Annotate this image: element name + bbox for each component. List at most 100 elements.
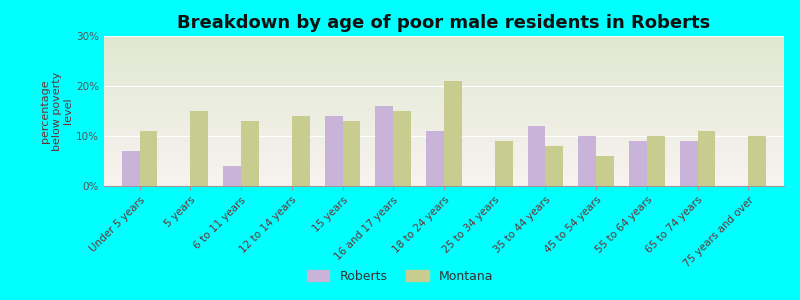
Bar: [104, 162, 784, 164]
Bar: [104, 120, 784, 122]
Bar: [104, 136, 784, 138]
Bar: [104, 40, 784, 42]
Bar: [104, 111, 784, 112]
Bar: [104, 110, 784, 111]
Bar: [528, 126, 546, 186]
Bar: [104, 135, 784, 136]
Bar: [104, 56, 784, 57]
Bar: [104, 134, 784, 135]
Bar: [104, 70, 784, 72]
Bar: [104, 148, 784, 150]
Bar: [104, 128, 784, 129]
Bar: [104, 72, 784, 74]
Bar: [104, 108, 784, 110]
Bar: [104, 160, 784, 162]
Bar: [104, 105, 784, 106]
Bar: [546, 146, 563, 186]
Bar: [104, 169, 784, 171]
Bar: [104, 74, 784, 75]
Bar: [104, 167, 784, 168]
Bar: [104, 144, 784, 146]
Bar: [426, 131, 444, 186]
Bar: [104, 114, 784, 116]
Bar: [104, 138, 784, 140]
Bar: [104, 130, 784, 132]
Bar: [104, 50, 784, 51]
Bar: [104, 140, 784, 141]
Bar: [104, 118, 784, 120]
Bar: [104, 123, 784, 124]
Bar: [122, 151, 139, 186]
Bar: [104, 85, 784, 87]
Bar: [104, 117, 784, 118]
Bar: [104, 116, 784, 117]
Bar: [104, 178, 784, 180]
Bar: [104, 171, 784, 172]
Bar: [104, 129, 784, 130]
Bar: [190, 111, 208, 186]
Bar: [104, 176, 784, 177]
Bar: [104, 165, 784, 166]
Bar: [104, 48, 784, 50]
Bar: [104, 54, 784, 56]
Bar: [104, 64, 784, 66]
Bar: [104, 147, 784, 148]
Bar: [104, 183, 784, 184]
Y-axis label: percentage
below poverty
level: percentage below poverty level: [40, 71, 74, 151]
Bar: [104, 36, 784, 38]
Title: Breakdown by age of poor male residents in Roberts: Breakdown by age of poor male residents …: [178, 14, 710, 32]
Bar: [325, 116, 342, 186]
Bar: [104, 99, 784, 100]
Bar: [104, 82, 784, 84]
Bar: [104, 42, 784, 44]
Bar: [104, 81, 784, 82]
Bar: [104, 168, 784, 170]
Bar: [104, 46, 784, 48]
Bar: [104, 44, 784, 45]
Bar: [104, 38, 784, 39]
Bar: [104, 61, 784, 63]
Bar: [104, 57, 784, 58]
Bar: [104, 141, 784, 142]
Bar: [104, 45, 784, 46]
Bar: [104, 88, 784, 90]
Bar: [647, 136, 665, 186]
Bar: [104, 154, 784, 156]
Bar: [139, 131, 158, 186]
Bar: [375, 106, 394, 186]
Bar: [104, 184, 784, 186]
Bar: [444, 81, 462, 186]
Bar: [104, 39, 784, 40]
Bar: [104, 75, 784, 76]
Bar: [104, 84, 784, 86]
Bar: [104, 58, 784, 60]
Bar: [104, 172, 784, 174]
Bar: [104, 174, 784, 176]
Bar: [292, 116, 310, 186]
Bar: [104, 78, 784, 80]
Bar: [104, 80, 784, 81]
Bar: [104, 90, 784, 92]
Bar: [698, 131, 715, 186]
Bar: [104, 94, 784, 96]
Bar: [241, 121, 258, 186]
Bar: [104, 150, 784, 152]
Bar: [104, 180, 784, 182]
Bar: [104, 152, 784, 153]
Bar: [104, 76, 784, 78]
Bar: [342, 121, 360, 186]
Bar: [104, 112, 784, 114]
Bar: [104, 124, 784, 126]
Bar: [104, 98, 784, 99]
Bar: [104, 122, 784, 123]
Bar: [596, 156, 614, 186]
Bar: [749, 136, 766, 186]
Bar: [578, 136, 596, 186]
Bar: [104, 182, 784, 183]
Bar: [104, 51, 784, 52]
Legend: Roberts, Montana: Roberts, Montana: [302, 265, 498, 288]
Bar: [104, 164, 784, 165]
Bar: [630, 141, 647, 186]
Bar: [104, 132, 784, 134]
Bar: [394, 111, 411, 186]
